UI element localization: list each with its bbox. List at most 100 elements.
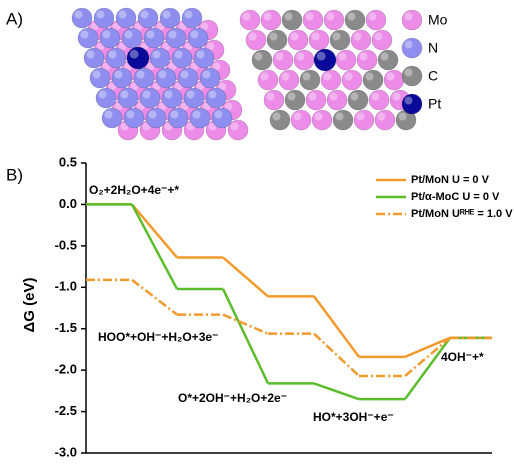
atom-highlight [152, 50, 161, 59]
atom-highlight [371, 92, 380, 101]
atom-highlight [158, 70, 167, 79]
atom-highlight [404, 68, 413, 77]
atom-highlight [212, 62, 221, 71]
atom [71, 7, 93, 29]
state-label: 4OH⁻+* [441, 350, 484, 364]
atom [260, 9, 282, 31]
atom-highlight [190, 30, 199, 39]
atom-highlight [314, 112, 323, 121]
connector [313, 382, 360, 401]
atom [320, 69, 342, 91]
atom [341, 69, 363, 91]
atom-highlight [272, 112, 281, 121]
atom [83, 47, 105, 69]
connector [313, 332, 360, 377]
atom-highlight [404, 12, 413, 21]
atom-highlight [126, 110, 135, 119]
atom-highlight [287, 92, 296, 101]
atom-highlight [365, 72, 374, 81]
atom-highlight [242, 12, 251, 21]
atom [263, 89, 285, 111]
atom-highlight [180, 70, 189, 79]
atom-highlight [254, 52, 263, 61]
atom [133, 67, 155, 89]
atom-highlight [108, 50, 117, 59]
atom [251, 49, 273, 71]
atom-highlight [404, 40, 413, 49]
atom [266, 29, 288, 51]
connector [403, 337, 452, 400]
atom-highlight [104, 110, 113, 119]
atom-highlight [302, 72, 311, 81]
atom-highlight [208, 90, 217, 99]
atom-highlight [374, 32, 383, 41]
atom-highlight [347, 12, 356, 21]
atom [199, 67, 221, 89]
atom-highlight [269, 32, 278, 41]
atom [290, 109, 312, 131]
atom-highlight [102, 30, 111, 39]
atom-highlight [311, 32, 320, 41]
structure-legend-label: Mo [428, 12, 448, 28]
atom [350, 29, 372, 51]
atom [111, 67, 133, 89]
atom-highlight [124, 30, 133, 39]
y-tick-label: -2.0 [55, 362, 77, 377]
atom [313, 48, 337, 72]
atom-highlight [380, 52, 389, 61]
y-tick-label: -1.0 [55, 279, 77, 294]
panel-label: B) [6, 165, 23, 184]
atom [183, 87, 205, 109]
atom-highlight [118, 10, 127, 19]
atom [311, 109, 333, 131]
structure-legend-label: Pt [428, 96, 441, 112]
atom [187, 27, 209, 49]
atom-highlight [96, 10, 105, 19]
atom [115, 7, 137, 29]
state-label: HOO*+OH⁻+H₂O+3e⁻ [98, 330, 218, 344]
atom [401, 9, 423, 31]
atom [171, 47, 193, 69]
connector [131, 278, 178, 316]
atom [205, 87, 227, 109]
atom-highlight [260, 72, 269, 81]
atom-highlight [332, 32, 341, 41]
atom [227, 119, 249, 141]
legend-label: Pt/α-MoC U = 0 V [411, 191, 500, 203]
atom-highlight [224, 102, 233, 111]
legend-label: Pt/MoN U = 0 V [411, 174, 490, 186]
atom [181, 7, 203, 29]
atom [374, 109, 396, 131]
atom-highlight [359, 52, 368, 61]
atom-highlight [184, 10, 193, 19]
atom-highlight [218, 82, 227, 91]
atom [299, 69, 321, 91]
atom-highlight [92, 70, 101, 79]
atom [159, 7, 181, 29]
atom [149, 47, 171, 69]
atom [167, 107, 189, 129]
atom [139, 87, 161, 109]
atom [245, 29, 267, 51]
atom-highlight [275, 52, 284, 61]
atom [329, 29, 351, 51]
structure-legend-label: C [428, 68, 438, 84]
atom [326, 89, 348, 111]
atom [344, 9, 366, 31]
atom-highlight [296, 52, 305, 61]
atom [257, 69, 279, 91]
atom-highlight [146, 30, 155, 39]
atom-highlight [335, 112, 344, 121]
atom [383, 69, 405, 91]
atom-highlight [200, 22, 209, 31]
atom [323, 9, 345, 31]
atom [239, 9, 261, 31]
atom [161, 87, 183, 109]
legend-label: Pt/MoN Uᴿᴴᴱ = 1.0 V [411, 208, 513, 220]
atom [353, 109, 375, 131]
atom [123, 107, 145, 129]
atom-highlight [74, 10, 83, 19]
atom [99, 27, 121, 49]
y-tick-label: -0.5 [55, 237, 77, 252]
